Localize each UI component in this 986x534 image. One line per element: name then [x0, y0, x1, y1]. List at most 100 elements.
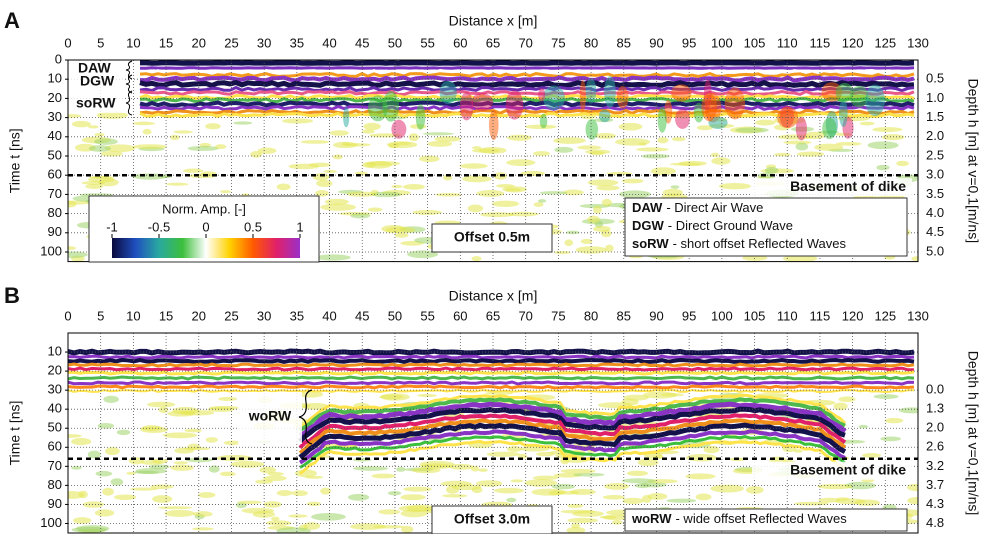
texture: [551, 483, 576, 490]
texture: [350, 213, 371, 219]
legend-text: - wide offset Reflected Waves: [675, 511, 847, 526]
legend-box: [624, 197, 908, 257]
texture: [795, 142, 809, 151]
texture: [193, 511, 213, 517]
texture: [403, 486, 432, 492]
texture: [867, 141, 899, 150]
texture: [255, 479, 273, 484]
texture: [113, 494, 137, 501]
y2-tick-label: 3.2: [926, 458, 944, 473]
y-tick-label: 20: [48, 363, 62, 378]
texture: [485, 391, 514, 395]
texture: [182, 168, 204, 173]
texture: [386, 141, 418, 149]
texture: [157, 506, 193, 510]
texture: [621, 398, 639, 406]
texture: [577, 145, 602, 150]
x-tick-label: 30: [257, 308, 271, 323]
y-tick-label: 0: [55, 51, 62, 66]
legend-box: [624, 508, 908, 532]
texture: [641, 153, 670, 159]
x-tick-label: 0: [64, 308, 71, 323]
texture: [183, 447, 211, 451]
texture: [197, 492, 216, 498]
texture: [537, 199, 547, 203]
label-bg: [238, 392, 302, 444]
texture: [140, 460, 163, 465]
texture: [657, 106, 667, 133]
texture: [323, 169, 337, 173]
texture: [839, 99, 848, 128]
texture: [797, 151, 825, 157]
y-tick-label: 40: [48, 128, 62, 143]
wave-label: DAW: [78, 60, 111, 76]
y2-tick-label: 1.3: [926, 401, 944, 416]
x-tick-label: 120: [842, 308, 864, 323]
texture: [68, 251, 88, 258]
texture: [701, 92, 717, 122]
texture: [214, 144, 227, 150]
texture: [396, 466, 406, 472]
texture: [170, 464, 194, 471]
texture: [294, 469, 317, 478]
texture: [152, 495, 173, 503]
texture: [367, 95, 388, 122]
texture: [618, 190, 652, 198]
y-tick-label: 80: [48, 205, 62, 220]
texture: [68, 354, 915, 360]
texture: [401, 525, 414, 533]
x-tick-label: 15: [159, 308, 173, 323]
texture: [510, 479, 524, 483]
x-tick-label: 105: [744, 308, 766, 323]
texture: [332, 141, 358, 149]
texture: [94, 138, 118, 145]
texture: [599, 515, 617, 519]
texture: [94, 132, 105, 137]
x-tick-label: 70: [518, 35, 532, 50]
texture: [205, 123, 221, 130]
offset-box: [431, 505, 553, 534]
texture: [68, 370, 915, 376]
texture: [276, 489, 293, 497]
texture: [68, 380, 915, 386]
y2-tick-label: 2.5: [926, 147, 944, 162]
texture: [462, 175, 492, 183]
x-tick-label: 110: [777, 35, 798, 50]
x-tick-label: 115: [810, 35, 831, 50]
texture: [298, 397, 846, 432]
texture: [68, 246, 77, 251]
texture: [306, 501, 321, 507]
texture: [298, 406, 846, 444]
texture: [637, 458, 659, 467]
texture: [250, 150, 263, 158]
texture: [89, 175, 114, 179]
x-tick-label: 20: [192, 308, 206, 323]
texture: [764, 167, 779, 174]
texture: [391, 184, 403, 189]
texture: [299, 393, 847, 429]
y-tick-label: 100: [40, 243, 62, 258]
y-tick-label: 50: [48, 147, 62, 162]
texture: [710, 152, 720, 157]
texture: [439, 80, 457, 105]
texture: [525, 124, 557, 130]
texture: [818, 497, 840, 503]
texture: [208, 465, 220, 473]
texture: [507, 211, 539, 217]
x-tick-label: 15: [159, 35, 173, 50]
texture: [205, 437, 218, 443]
x-tick-label: 20: [192, 35, 206, 50]
x-tick-label: 60: [453, 35, 467, 50]
y-tick-label: 10: [48, 343, 62, 358]
texture: [604, 76, 616, 108]
y2-tick-label: 2.6: [926, 439, 944, 454]
basement-label: Basement of dike: [790, 461, 906, 477]
y2-tick-label: 3.5: [926, 186, 944, 201]
texture: [587, 179, 619, 186]
texture: [96, 111, 129, 119]
texture: [95, 470, 113, 477]
texture: [611, 520, 623, 525]
texture: [896, 160, 909, 167]
legend-abbr: woRW: [631, 511, 672, 526]
texture: [604, 482, 630, 490]
